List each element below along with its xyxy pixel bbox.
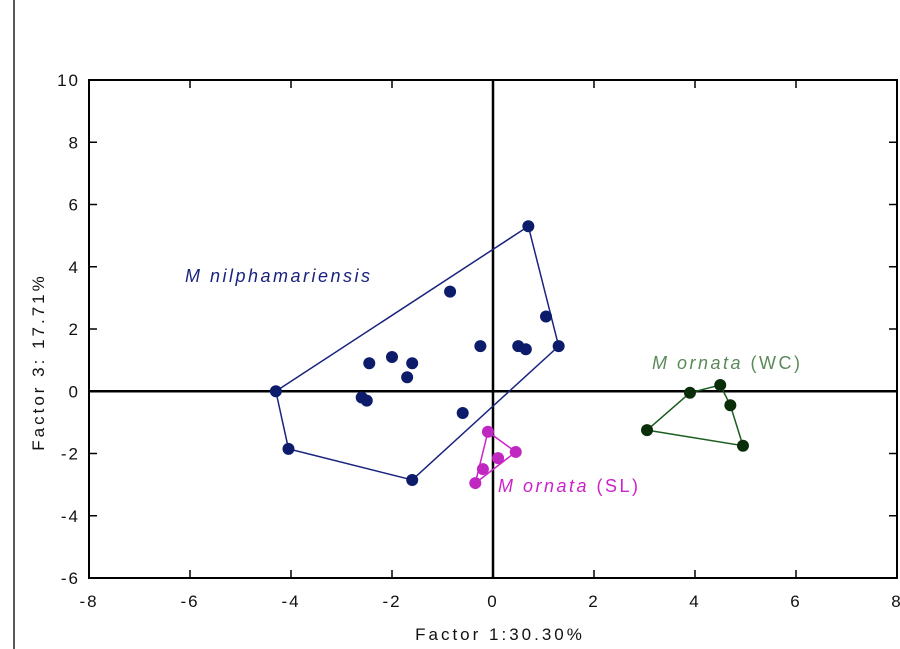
data-point-group-3: [714, 379, 727, 392]
group-label-label-suffix: (WC): [743, 353, 802, 373]
data-point-group-1: [522, 220, 535, 233]
group-label-label-main: ornata: [670, 353, 744, 373]
x-axis-title: Factor 1:30.30%: [415, 625, 585, 644]
data-point-group-1: [282, 442, 295, 455]
data-point-group-3: [736, 439, 749, 452]
y-tick-label: 6: [69, 196, 80, 215]
hull-group-1: [275, 225, 560, 481]
x-tick-label: -8: [79, 592, 98, 611]
data-point-group-2: [469, 477, 482, 490]
data-point-group-2: [509, 445, 522, 458]
y-axis-title: Factor 3: 17.71%: [29, 273, 48, 450]
x-tick-label: 0: [487, 592, 498, 611]
data-point-group-3: [724, 399, 737, 412]
data-point-group-1: [406, 473, 419, 486]
y-tick-label: 8: [69, 133, 80, 152]
data-point-group-1: [269, 385, 282, 398]
hull-group-2: [474, 430, 517, 485]
x-tick-label: 6: [790, 592, 801, 611]
data-points: [269, 220, 749, 490]
x-tick-label: 8: [891, 592, 900, 611]
data-point-group-1: [444, 285, 457, 298]
zero-lines: [89, 80, 897, 578]
data-point-group-1: [456, 407, 469, 420]
y-tick-label: 4: [69, 258, 80, 277]
x-tick-label: -2: [382, 592, 401, 611]
data-point-group-2: [476, 463, 489, 476]
group-label-3: M ornata (WC): [652, 353, 803, 373]
data-point-group-1: [360, 394, 373, 407]
y-tick-label: 2: [69, 320, 80, 339]
x-tick-label: -4: [281, 592, 300, 611]
group-label-label-prefix: M: [185, 266, 203, 286]
group-label-label-main: ornata: [516, 476, 590, 496]
group-label-2: M ornata (SL): [498, 476, 641, 496]
x-tick-label: 4: [689, 592, 700, 611]
data-point-group-1: [519, 343, 532, 356]
data-point-group-1: [401, 371, 414, 384]
group-label-label-prefix: M: [652, 353, 670, 373]
data-point-group-2: [481, 425, 494, 438]
data-point-group-3: [683, 386, 696, 399]
y-tick-label: 10: [57, 71, 80, 90]
x-tick-label: -6: [180, 592, 199, 611]
data-point-group-1: [552, 340, 565, 353]
x-tick-label: 2: [588, 592, 599, 611]
data-point-group-1: [363, 357, 376, 370]
data-point-group-2: [492, 452, 505, 465]
group-label-1: M nilphamariensis: [185, 266, 373, 286]
data-point-group-1: [474, 340, 487, 353]
group-label-label-suffix: (SL): [589, 476, 641, 496]
data-point-group-1: [406, 357, 419, 370]
y-tick-label: -4: [61, 507, 80, 526]
y-tick-label: 0: [69, 382, 80, 401]
x-axis-ticks: -8 -6 -4 -2 0 2 4 6 8: [79, 80, 900, 611]
group-label-label-main: nilphamariensis: [203, 266, 373, 286]
data-point-group-1: [386, 351, 398, 364]
y-tick-label: -6: [61, 569, 80, 588]
data-point-group-3: [641, 424, 654, 437]
y-tick-label: -2: [61, 445, 80, 464]
data-point-group-1: [540, 310, 553, 323]
group-label-label-prefix: M: [498, 476, 516, 496]
y-axis-ticks: -6 -4 -2 0 2 4 6 8 10: [57, 71, 897, 588]
